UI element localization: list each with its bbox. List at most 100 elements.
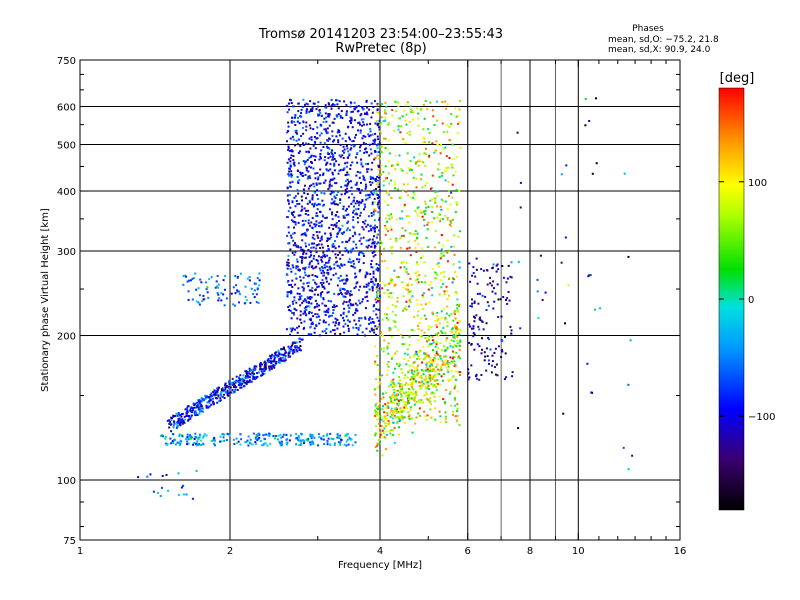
data-point xyxy=(412,196,415,199)
data-point xyxy=(362,262,365,264)
data-point xyxy=(407,282,410,285)
data-point xyxy=(318,267,321,270)
data-point xyxy=(413,392,416,395)
data-point xyxy=(300,338,303,341)
data-point xyxy=(223,393,225,396)
data-point xyxy=(407,167,410,170)
data-point xyxy=(423,261,426,264)
data-point xyxy=(494,373,497,376)
data-point xyxy=(373,362,376,365)
data-point xyxy=(310,311,313,314)
data-point xyxy=(345,184,348,187)
data-point xyxy=(381,429,384,432)
data-point xyxy=(448,195,450,197)
data-point xyxy=(434,407,437,410)
data-point xyxy=(164,436,167,438)
data-point xyxy=(412,171,415,174)
data-point xyxy=(435,352,438,355)
data-point xyxy=(406,152,409,155)
data-point xyxy=(362,121,365,124)
data-point xyxy=(222,389,225,392)
data-point xyxy=(331,130,334,133)
data-point xyxy=(490,371,493,374)
data-point xyxy=(390,216,393,219)
data-point xyxy=(226,390,229,393)
data-point xyxy=(177,412,180,414)
data-point xyxy=(339,202,342,204)
data-point xyxy=(387,405,390,408)
data-point xyxy=(399,131,402,134)
data-point xyxy=(392,433,395,436)
data-point xyxy=(428,400,431,403)
data-point xyxy=(426,228,429,231)
data-point xyxy=(331,158,334,161)
data-point xyxy=(339,143,342,146)
data-point xyxy=(373,242,376,245)
data-point xyxy=(303,326,306,329)
data-point xyxy=(362,134,365,137)
data-point xyxy=(368,317,371,320)
data-point xyxy=(366,106,369,109)
data-point xyxy=(382,184,385,187)
data-point xyxy=(408,246,411,249)
data-point xyxy=(320,272,323,275)
data-point xyxy=(383,312,386,315)
data-point xyxy=(416,160,419,163)
data-point xyxy=(377,308,380,311)
data-point xyxy=(421,380,424,383)
data-point xyxy=(373,331,376,334)
data-point xyxy=(387,123,390,126)
data-point xyxy=(246,439,249,442)
data-point xyxy=(365,147,368,150)
data-point xyxy=(347,220,350,223)
data-point xyxy=(339,257,342,260)
data-point xyxy=(305,160,308,163)
data-point xyxy=(321,330,324,333)
data-point xyxy=(480,352,483,355)
data-point xyxy=(287,352,290,355)
data-point xyxy=(352,260,355,263)
data-point xyxy=(472,327,475,330)
data-point xyxy=(343,148,346,151)
data-point xyxy=(370,214,373,217)
data-point xyxy=(392,429,394,432)
data-point xyxy=(318,334,321,337)
data-point xyxy=(326,161,329,164)
data-point xyxy=(356,216,359,219)
data-point xyxy=(504,335,506,338)
data-point xyxy=(305,129,308,132)
colorbar-tick-label: −100 xyxy=(748,412,775,423)
data-point xyxy=(315,325,318,327)
data-point xyxy=(343,331,346,334)
data-point xyxy=(453,360,456,363)
data-point xyxy=(398,417,401,420)
data-point xyxy=(298,293,301,295)
data-point xyxy=(443,293,446,296)
data-point xyxy=(286,438,289,441)
data-point xyxy=(357,201,360,204)
data-point xyxy=(459,329,462,332)
data-point xyxy=(328,124,331,127)
data-point xyxy=(270,365,273,368)
data-point xyxy=(347,125,350,128)
data-point xyxy=(434,230,437,232)
data-point xyxy=(350,438,352,441)
data-point xyxy=(335,261,337,264)
data-point xyxy=(307,266,310,269)
data-point xyxy=(374,409,377,412)
data-point xyxy=(332,228,335,230)
data-point xyxy=(282,346,285,349)
data-point xyxy=(423,117,426,120)
data-point xyxy=(333,139,336,142)
data-point xyxy=(287,200,290,203)
data-point xyxy=(370,116,373,119)
data-point xyxy=(456,309,459,312)
data-point xyxy=(313,135,316,138)
data-point xyxy=(355,174,358,177)
data-point xyxy=(349,237,352,240)
data-point xyxy=(286,261,289,264)
data-point xyxy=(390,409,393,412)
data-point xyxy=(327,188,330,191)
data-point xyxy=(386,412,389,414)
data-point xyxy=(306,193,309,195)
